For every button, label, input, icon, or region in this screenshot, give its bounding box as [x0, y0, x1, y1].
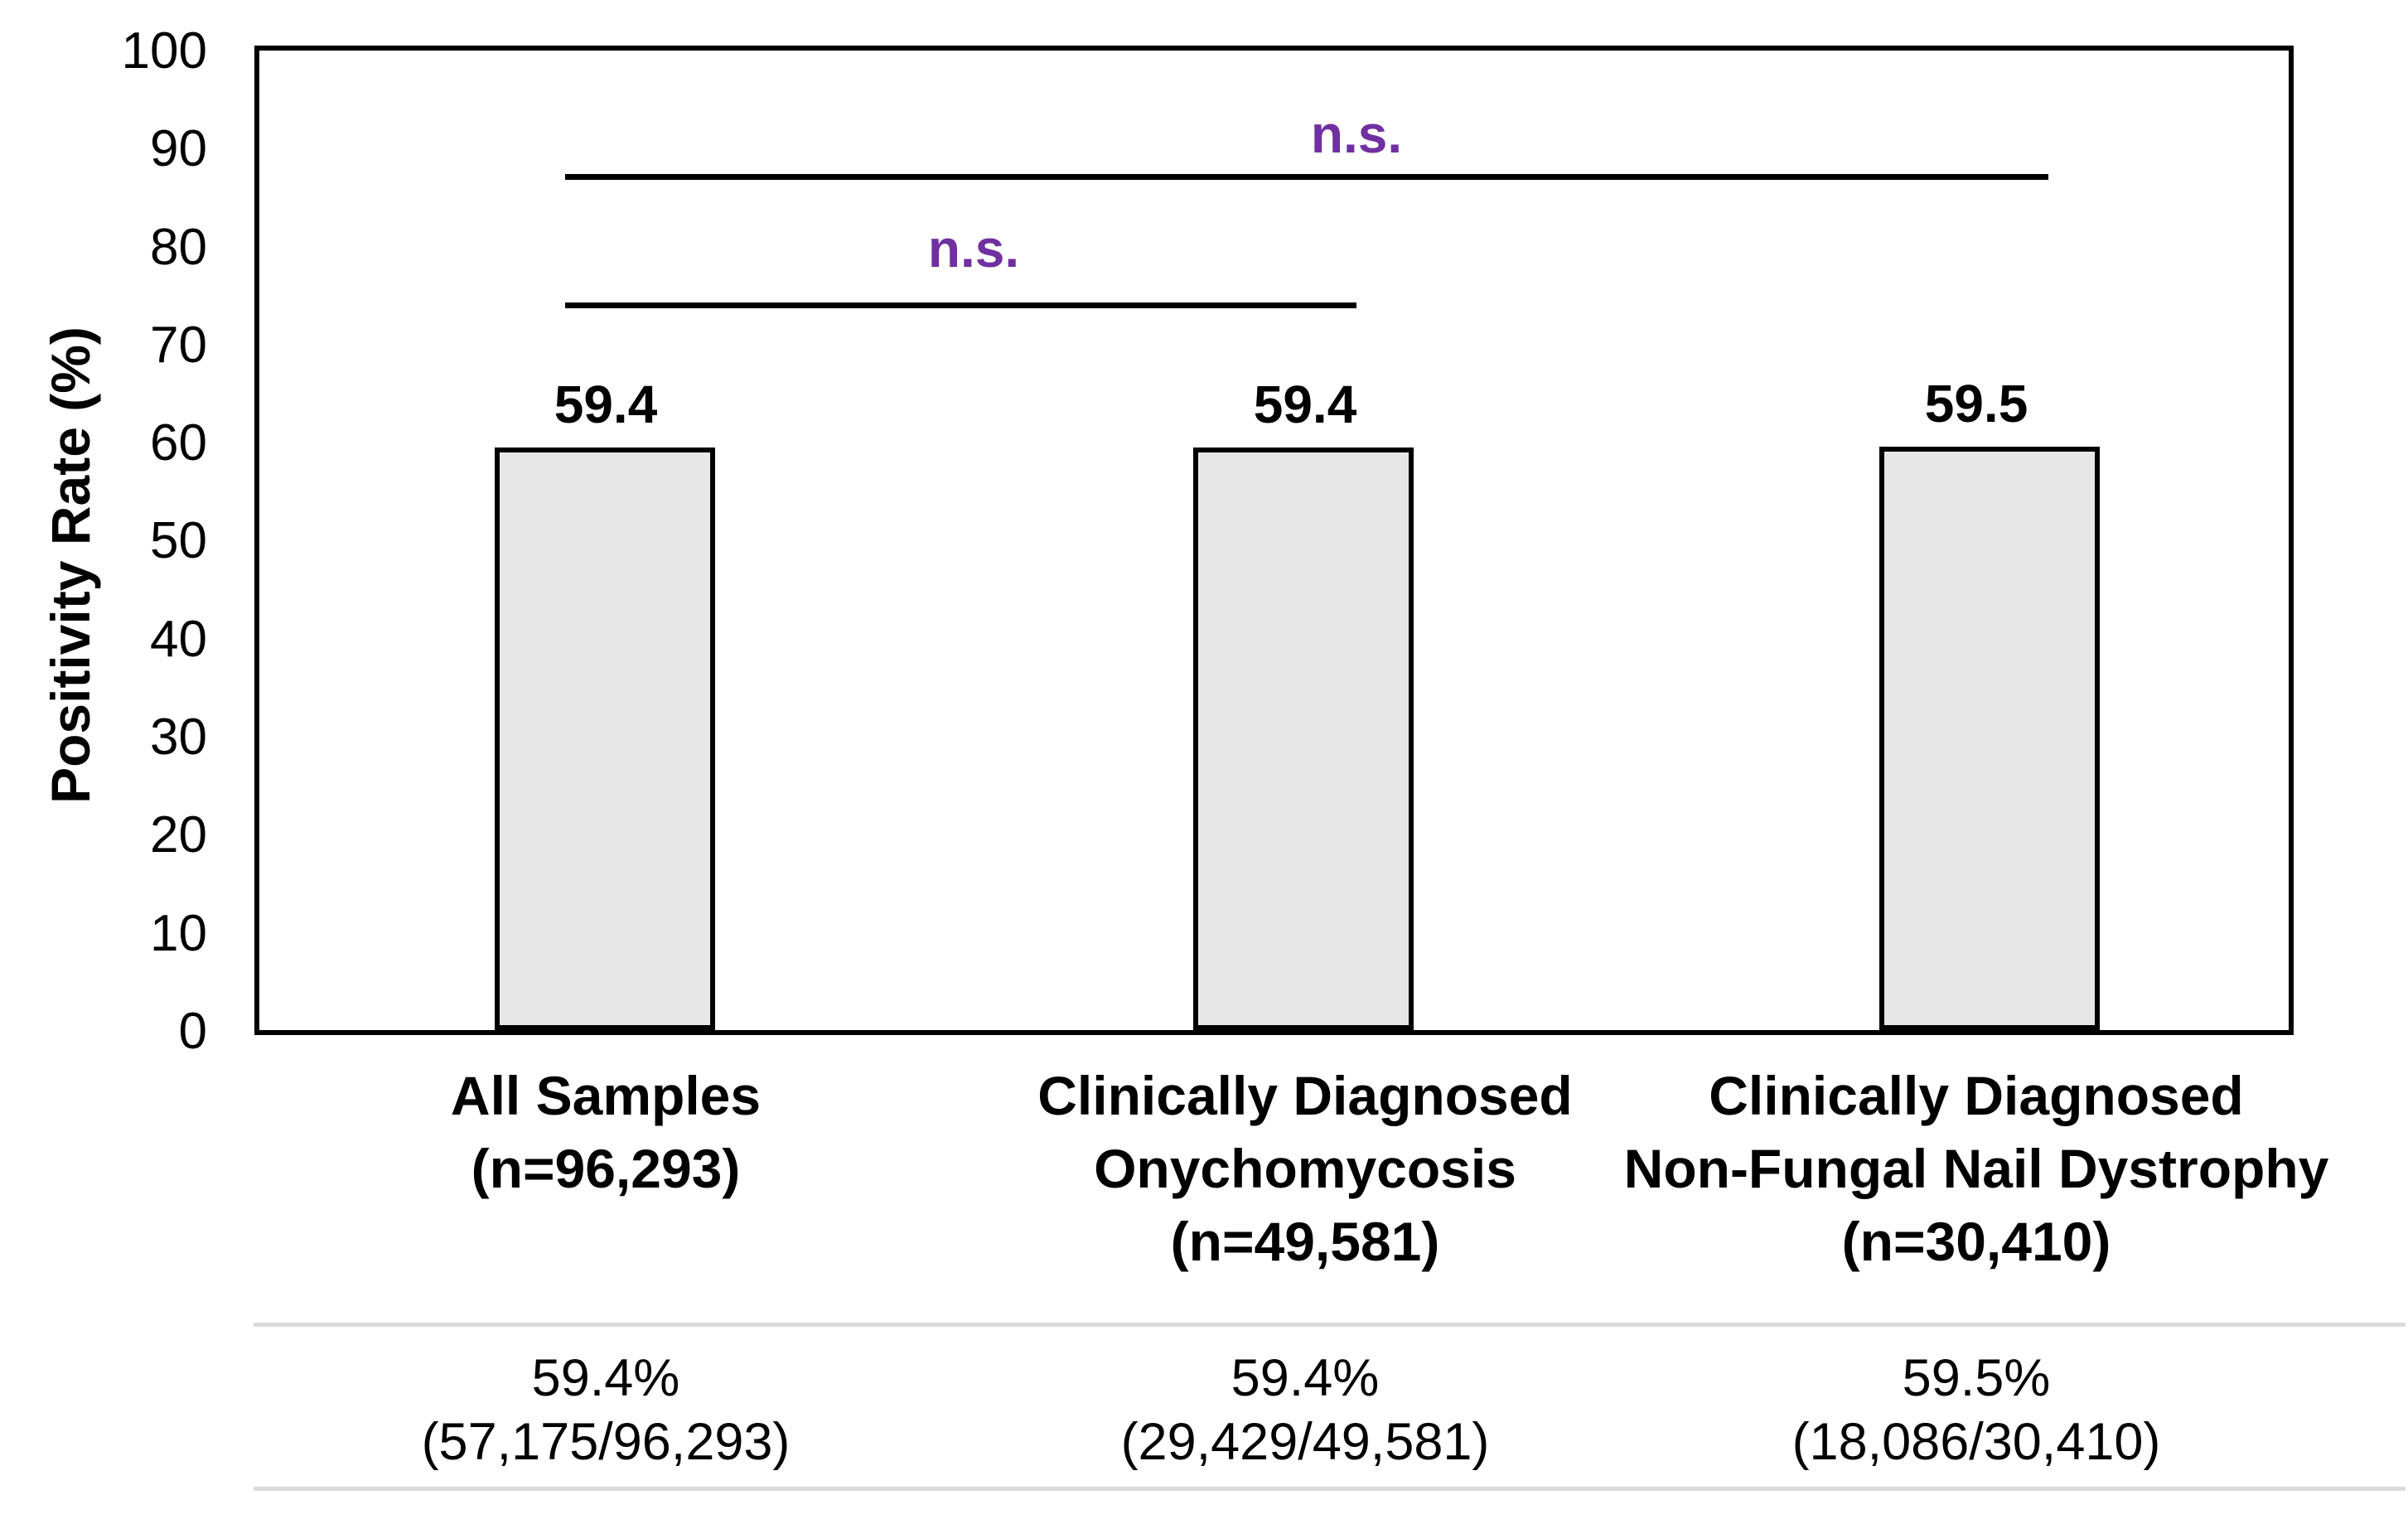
significance-label-1-2: n.s.: [927, 219, 1020, 278]
y-tick-100: 100: [121, 22, 207, 80]
table-cell-non-fungal-dystrophy: 59.5% (18,086/30,410): [1791, 1349, 2161, 1471]
category-label-all-samples: All Samples (n=96,293): [450, 1065, 762, 1199]
category-label-non-fungal-dystrophy: Clinically Diagnosed Non-Fungal Nail Dys…: [1623, 1065, 2329, 1272]
y-tick-20: 20: [150, 806, 207, 864]
bar-all-samples: [495, 448, 715, 1030]
bar-onychomycosis: [1193, 448, 1414, 1030]
y-tick-90: 90: [150, 120, 207, 177]
y-tick-60: 60: [150, 414, 207, 472]
table-cell-all-samples: 59.4% (57,175/96,293): [421, 1349, 791, 1471]
y-tick-80: 80: [150, 219, 207, 276]
y-tick-30: 30: [150, 709, 207, 766]
table-rule-bottom: [254, 1487, 2406, 1491]
bar-value-label-1: 59.4: [554, 375, 658, 434]
significance-label-1-3: n.s.: [1310, 104, 1403, 164]
significance-line-1-2: [565, 302, 1356, 308]
y-tick-50: 50: [150, 512, 207, 569]
bar-value-label-3: 59.5: [1924, 374, 2028, 433]
plot-area: 59.4 59.4 59.5 n.s. n.s.: [254, 46, 2294, 1035]
significance-line-1-3: [565, 174, 2048, 180]
y-tick-10: 10: [150, 905, 207, 962]
category-label-onychomycosis: Clinically Diagnosed Onychomycosis (n=49…: [1037, 1065, 1573, 1272]
y-tick-40: 40: [150, 611, 207, 668]
bar-value-label-2: 59.4: [1253, 375, 1357, 434]
table-cell-onychomycosis: 59.4% (29,429/49,581): [1120, 1349, 1490, 1471]
table-rule-top: [254, 1323, 2406, 1327]
bar-non-fungal-dystrophy: [1879, 447, 2100, 1030]
y-tick-0: 0: [178, 1003, 207, 1060]
y-tick-70: 70: [150, 317, 207, 374]
